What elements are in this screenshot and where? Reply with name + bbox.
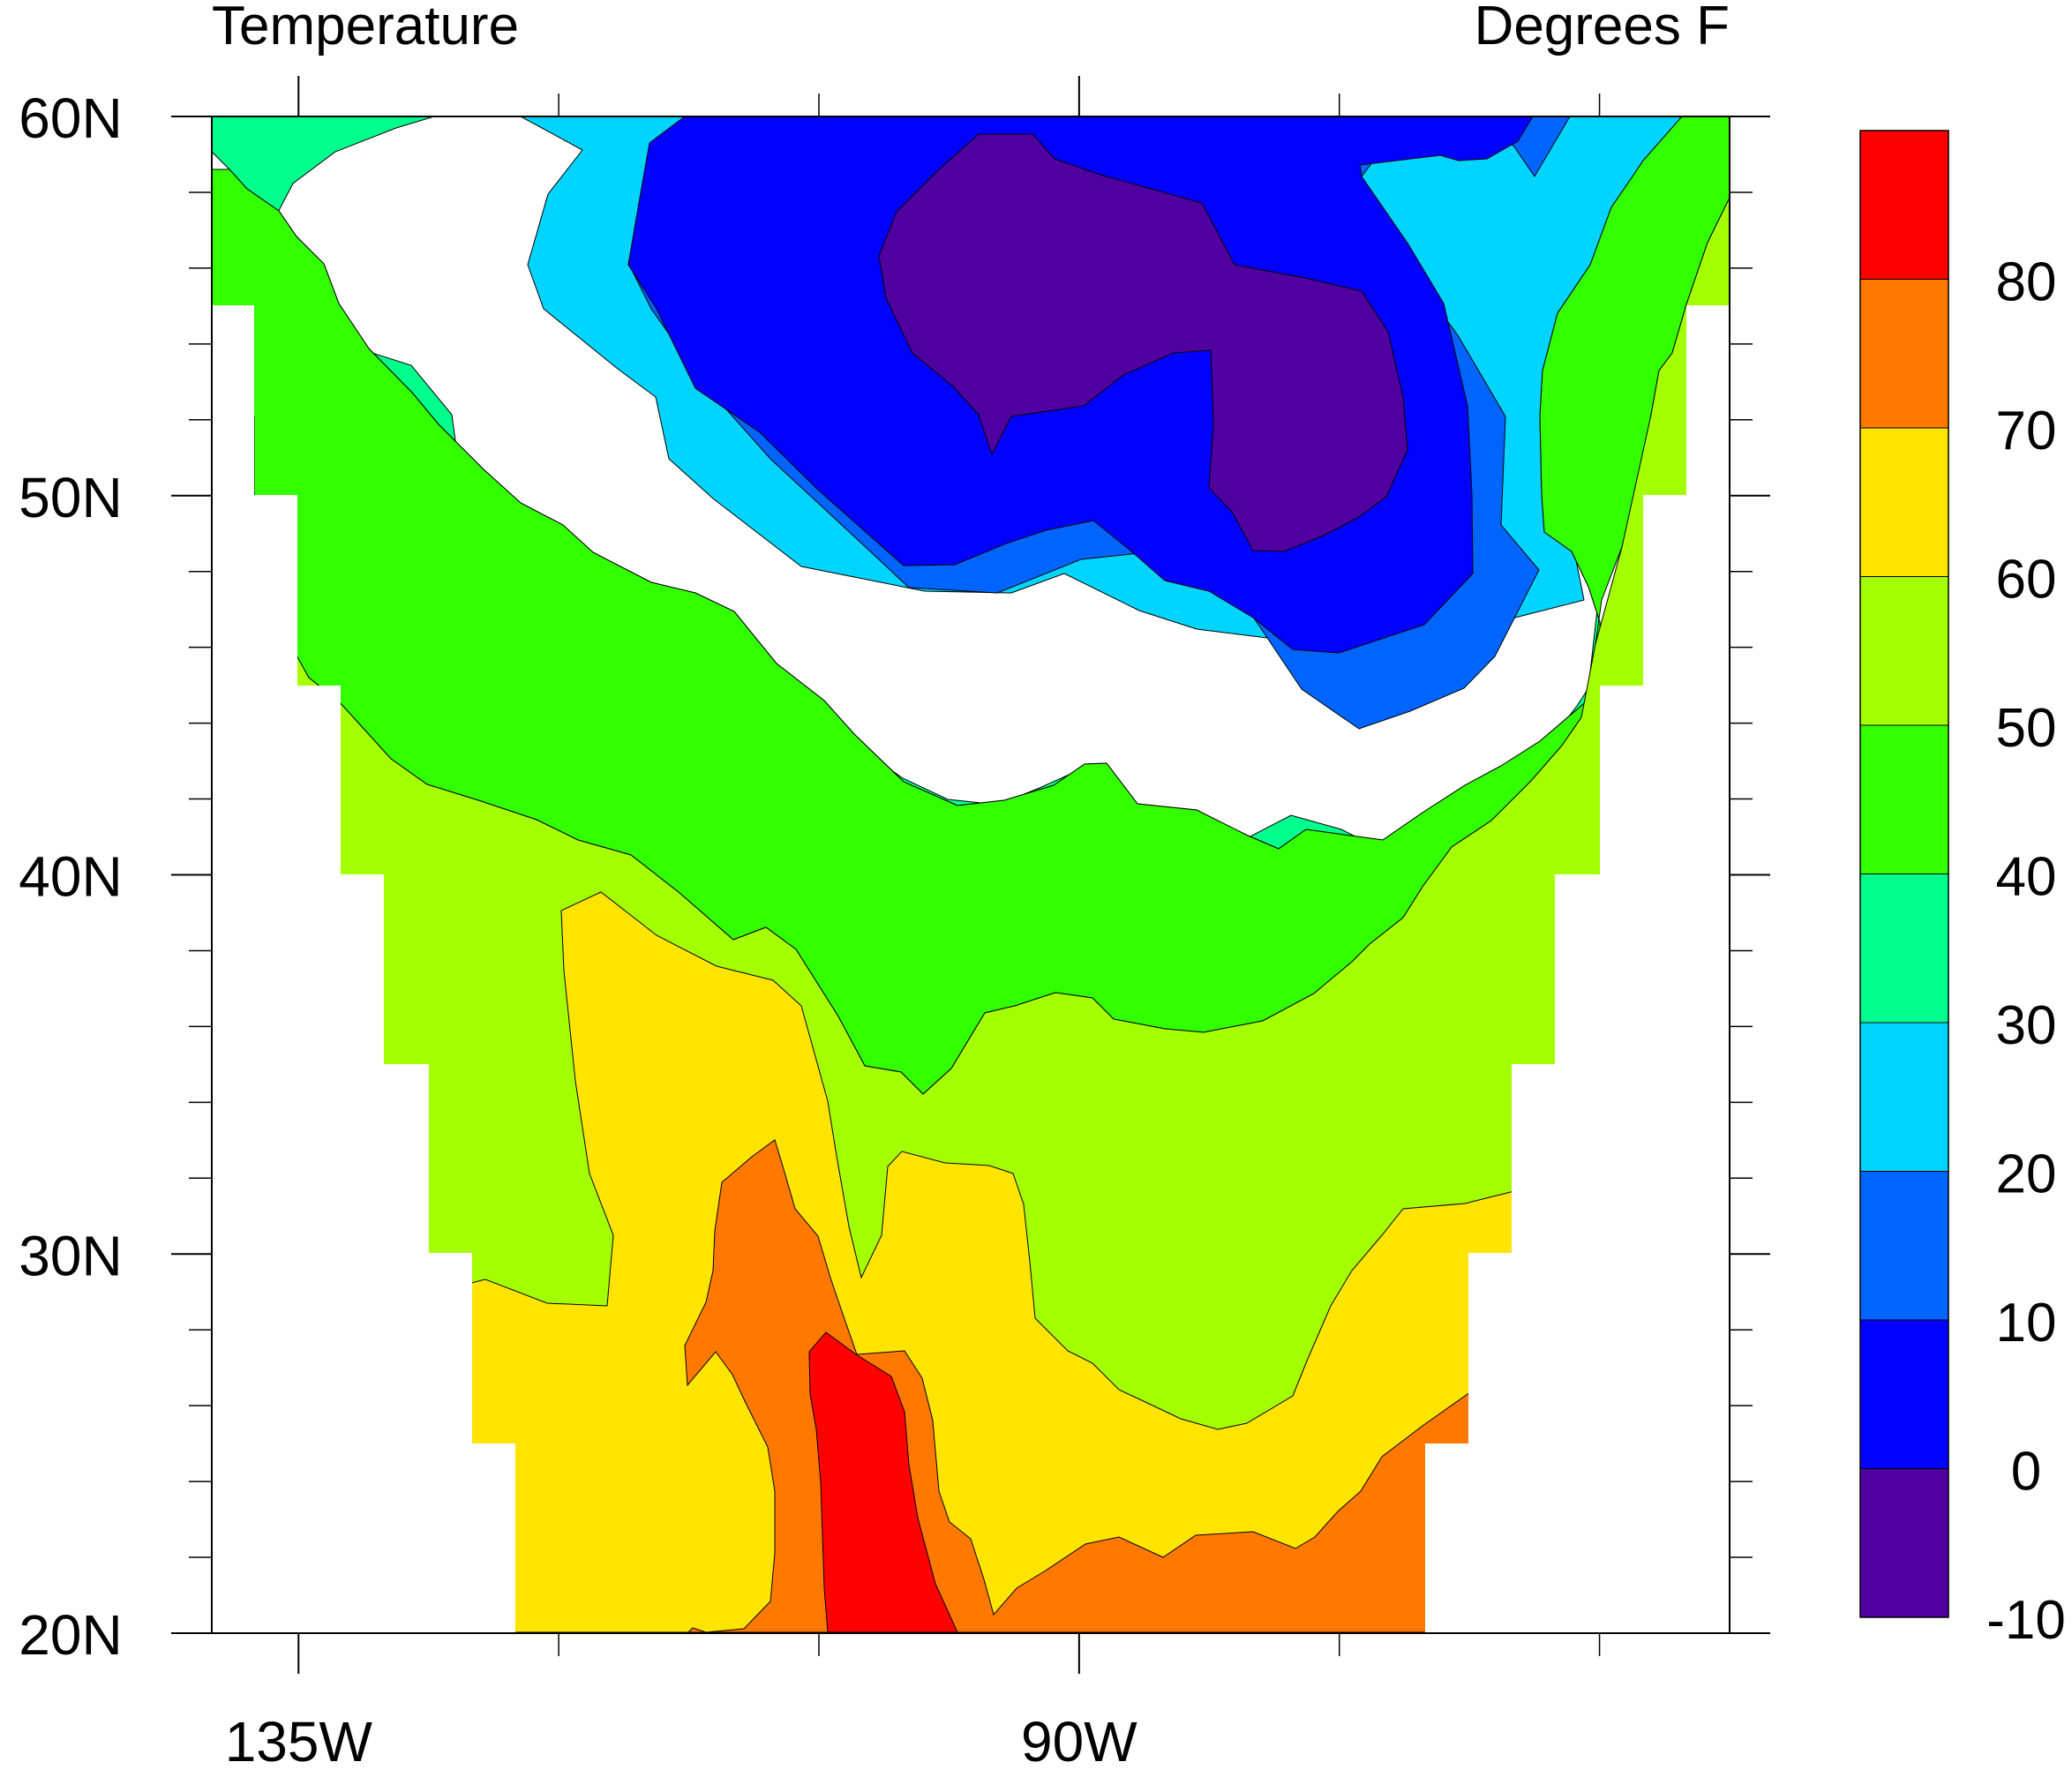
colorbar-box <box>1859 279 1949 429</box>
no-data-mask <box>212 305 1730 1633</box>
colorbar-box <box>1859 576 1949 726</box>
colorbar-label: 70 <box>1996 401 2057 461</box>
colorbar-box <box>1859 1171 1949 1321</box>
chart-title-left: Temperature <box>212 0 519 56</box>
contour-band-minus10 <box>878 133 1408 552</box>
colorbar-label: 50 <box>1996 698 2057 759</box>
x-tick-label: 135W <box>225 1710 373 1773</box>
contour-fill <box>211 116 1730 1633</box>
no-data-region-east <box>1425 305 1730 1633</box>
colorbar-label: 30 <box>1996 995 2057 1056</box>
colorbar-box <box>1859 130 1949 280</box>
colorbar-label: 20 <box>1996 1144 2057 1205</box>
colorbar-label: 0 <box>2011 1442 2041 1503</box>
plot-area <box>211 116 1730 1634</box>
no-data-region-west <box>212 305 515 1633</box>
contour-band-60 <box>211 891 1730 1633</box>
colorbar-box <box>1859 1319 1949 1469</box>
x-tick-label: 90W <box>1021 1710 1137 1773</box>
colorbar-label: 80 <box>1996 252 2057 313</box>
y-tick-label: 20N <box>19 1603 122 1667</box>
colorbar: 80 70 60 50 40 30 20 10 0 -10 <box>1859 130 2066 1651</box>
colorbar-label: 60 <box>1996 550 2057 611</box>
colorbar-frame <box>1859 130 1949 1618</box>
y-tick-label: 40N <box>19 845 122 909</box>
colorbar-box <box>1859 874 1949 1023</box>
contour-band-80 <box>808 1331 958 1633</box>
colorbar-label: 40 <box>1996 847 2057 908</box>
colorbar-label: 10 <box>1996 1293 2057 1353</box>
colorbar-label: -10 <box>1986 1590 2066 1651</box>
colorbar-box <box>1859 1468 1949 1618</box>
axes: 20N 30N 40N 50N 60N 135W 90W <box>19 76 1770 1773</box>
y-tick-label: 60N <box>19 86 122 150</box>
y-tick-label: 50N <box>19 466 122 529</box>
y-tick-label: 30N <box>19 1224 122 1287</box>
colorbar-box <box>1859 724 1949 874</box>
colorbar-box <box>1859 427 1949 577</box>
colorbar-box <box>1859 1022 1949 1172</box>
chart-title-right: Degrees F <box>1475 0 1730 56</box>
